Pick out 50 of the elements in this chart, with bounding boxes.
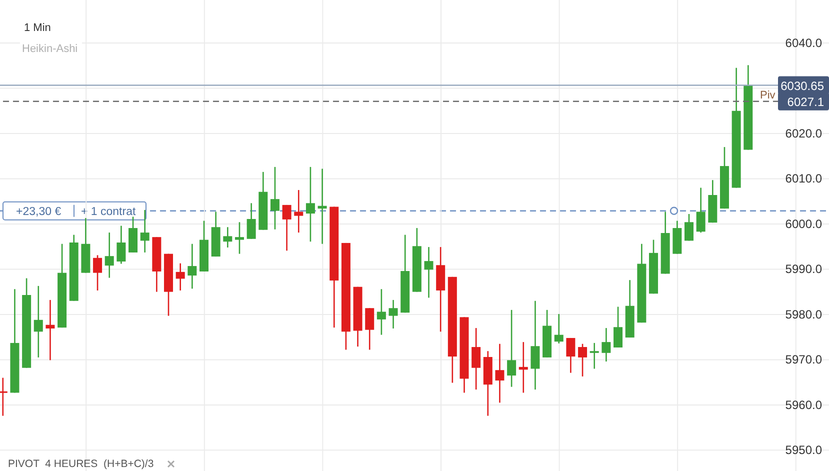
candlestick bbox=[424, 246, 434, 298]
y-tick-label: 6010.0 bbox=[785, 172, 822, 186]
candlestick bbox=[234, 222, 244, 254]
ref-line-label: +23,30 € bbox=[16, 206, 62, 218]
candlestick bbox=[518, 341, 528, 394]
y-tick-label: 5990.0 bbox=[785, 262, 822, 276]
candlestick bbox=[270, 166, 280, 230]
candlestick bbox=[684, 213, 694, 242]
ref-line-label: 6030.65 bbox=[780, 78, 824, 93]
annotation: PIVOT 4 HEURES (H+B+C)/3 bbox=[8, 458, 154, 470]
candlestick bbox=[282, 204, 292, 252]
candlestick bbox=[566, 337, 576, 374]
candlestick bbox=[590, 342, 599, 370]
candlestick bbox=[472, 327, 481, 390]
candlestick bbox=[602, 327, 611, 362]
ref-line-label: 6027.1 bbox=[787, 94, 824, 109]
annotation: Piv bbox=[760, 89, 776, 102]
candlestick bbox=[306, 166, 315, 242]
candlestick bbox=[116, 225, 126, 264]
candlestick bbox=[578, 343, 588, 378]
text: 1 Min bbox=[24, 22, 51, 34]
candlestick bbox=[365, 307, 374, 350]
y-tick-label: 5980.0 bbox=[785, 307, 822, 322]
y-tick-label: 5970.0 bbox=[785, 352, 822, 367]
candlestick bbox=[246, 202, 256, 240]
candlestick bbox=[46, 299, 55, 361]
candlestick bbox=[495, 343, 504, 404]
candlestick bbox=[318, 168, 327, 245]
y-tick-label: 6000.0 bbox=[785, 216, 822, 231]
text: Heikin-Ashi bbox=[22, 43, 78, 55]
candlestick bbox=[188, 243, 197, 290]
candlestick bbox=[614, 306, 623, 348]
candlestick bbox=[530, 300, 540, 390]
candlestick bbox=[376, 288, 386, 336]
candlestick bbox=[104, 232, 114, 278]
candlestick bbox=[93, 254, 102, 292]
candlestick bbox=[294, 189, 304, 234]
candlestick bbox=[554, 313, 564, 344]
candlestick bbox=[176, 262, 185, 292]
candlestick bbox=[507, 309, 516, 388]
candlestick bbox=[140, 209, 150, 254]
y-tick-label: 6040.0 bbox=[785, 36, 822, 50]
candlestick bbox=[696, 187, 706, 234]
annotation: + 1 contrat bbox=[81, 206, 136, 218]
y-tick-label: 5960.0 bbox=[785, 398, 822, 412]
candlestick bbox=[223, 226, 232, 248]
candlestick bbox=[388, 299, 398, 330]
y-tick-label: 5950.0 bbox=[785, 443, 822, 458]
y-tick-label: 6020.0 bbox=[785, 126, 822, 140]
candlestick bbox=[34, 285, 43, 358]
